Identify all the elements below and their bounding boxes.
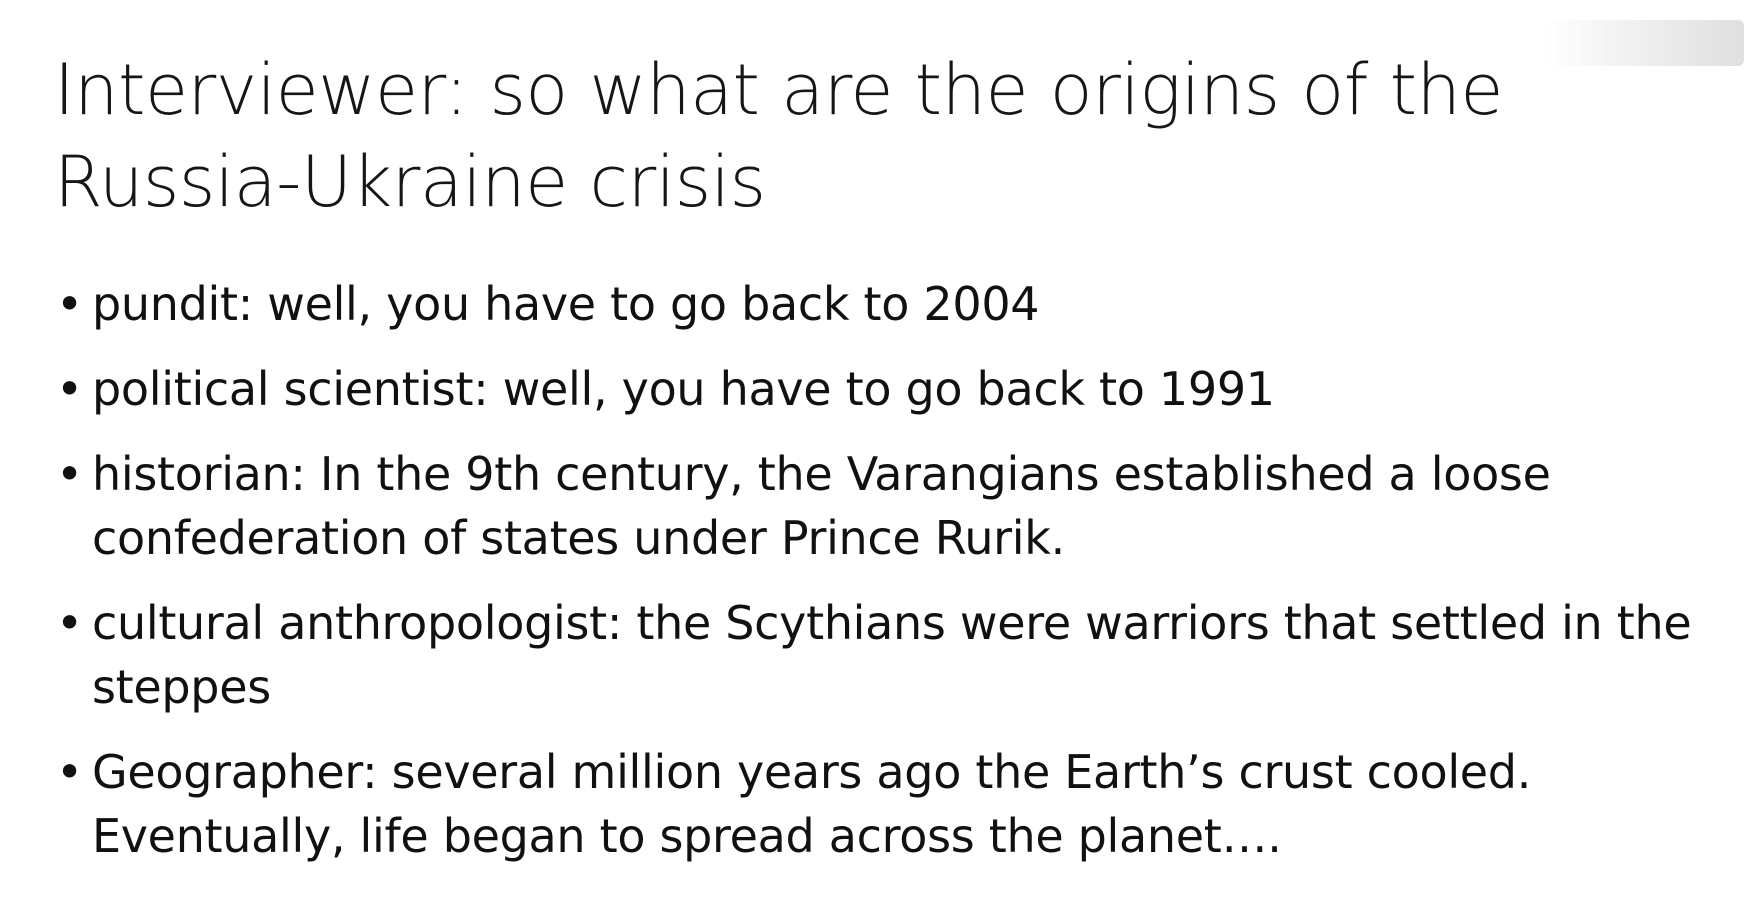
bullet-item-historian: • historian: In the 9th century, the Var… [54, 442, 1694, 570]
bullet-text: cultural anthropologist: the Scythians w… [92, 596, 1692, 714]
bullet-item-political-scientist: • political scientist: well, you have to… [54, 357, 1694, 421]
bullet-item-cultural-anthropologist: • cultural anthropologist: the Scythians… [54, 591, 1694, 719]
bullet-text: historian: In the 9th century, the Varan… [92, 447, 1551, 565]
bullet-marker: • [56, 745, 83, 799]
bullet-marker: • [56, 277, 83, 331]
bullet-item-geographer: • Geographer: several million years ago … [54, 740, 1694, 868]
bullet-marker: • [56, 362, 83, 416]
bullet-marker: • [56, 596, 83, 650]
bullet-list: • pundit: well, you have to go back to 2… [54, 272, 1694, 889]
bullet-text: political scientist: well, you have to g… [92, 362, 1275, 416]
bullet-marker: • [56, 447, 83, 501]
watermark-logo [1544, 20, 1744, 66]
slide-title: Interviewer: so what are the origins of … [54, 49, 1503, 223]
bullet-text: pundit: well, you have to go back to 200… [92, 277, 1040, 331]
bullet-item-pundit: • pundit: well, you have to go back to 2… [54, 272, 1694, 336]
bullet-text: Geographer: several million years ago th… [92, 745, 1532, 863]
